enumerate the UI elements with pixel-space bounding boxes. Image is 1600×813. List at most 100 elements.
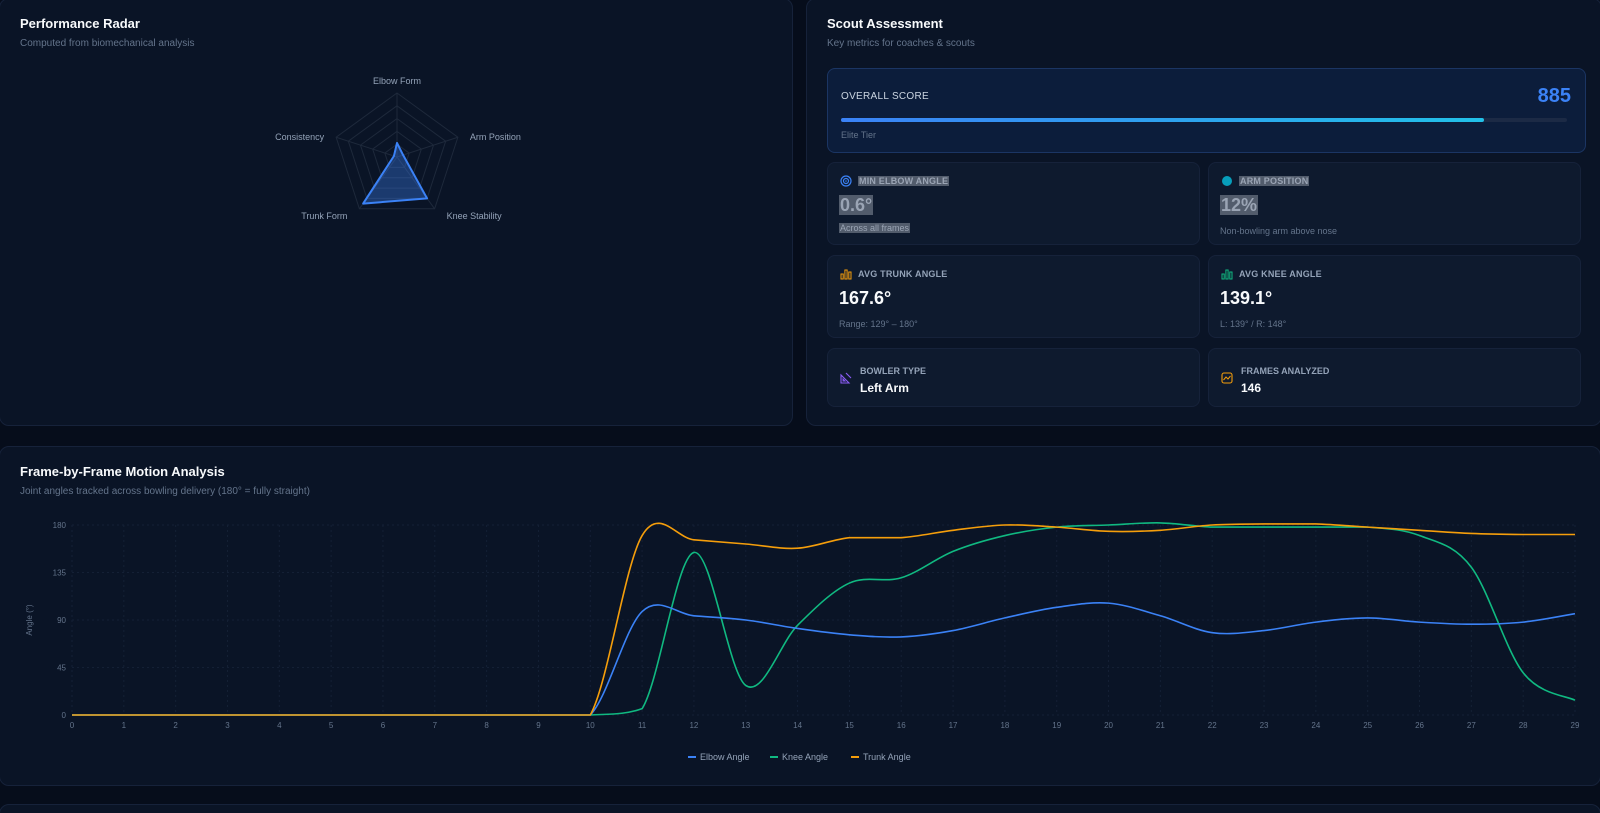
x-tick-label: 11 [638, 721, 647, 730]
min-elbow-angle-note: Across all frames [839, 223, 911, 233]
radar-series-area [362, 141, 429, 205]
frames-analyzed-label: FRAMES ANALYZED [1241, 366, 1330, 376]
avg-trunk-angle-note: Range: 129° – 180° [839, 319, 918, 329]
scout-subtitle: Key metrics for coaches & scouts [827, 38, 975, 49]
target-icon [840, 175, 852, 187]
x-tick-label: 15 [845, 721, 854, 730]
radar-chart: Elbow Form Arm Position Knee Stability Trun… [275, 76, 521, 221]
x-tick-label: 24 [1311, 721, 1320, 730]
x-tick-label: 12 [689, 721, 698, 730]
x-tick-label: 19 [1052, 721, 1061, 730]
x-tick-label: 17 [949, 721, 958, 730]
radar-ring [372, 130, 422, 179]
legend-label: Knee Angle [782, 752, 828, 762]
x-tick-label: 27 [1467, 721, 1476, 730]
x-tick-label: 10 [586, 721, 595, 730]
radar-spoke [335, 136, 398, 158]
x-tick-label: 22 [1208, 721, 1217, 730]
x-tick-label: 20 [1104, 721, 1113, 730]
frames-analyzed-card: FRAMES ANALYZED 146 [1208, 348, 1581, 407]
avg-knee-angle-card: AVG KNEE ANGLE 139.1° L: 139° / R: 148° [1208, 255, 1581, 338]
bowler-type-card: BOWLER TYPE Left Arm [827, 348, 1200, 407]
series-line-trunk-angle [72, 522, 1575, 716]
x-tick-label: 18 [1000, 721, 1009, 730]
radar-axis-label: Knee Stability [447, 211, 503, 221]
radar-ring [347, 105, 447, 199]
avg-trunk-angle-label: AVG TRUNK ANGLE [858, 269, 948, 279]
legend-label: Elbow Angle [700, 752, 750, 762]
x-tick-label: 3 [225, 721, 230, 730]
arm-position-label: ARM POSITION [1239, 176, 1310, 186]
x-tick-label: 1 [122, 721, 127, 730]
ruler-icon [840, 372, 852, 384]
overall-score-progress-fill [841, 118, 1484, 122]
min-elbow-angle-label: MIN ELBOW ANGLE [858, 176, 950, 186]
avg-knee-angle-value: 139.1° [1220, 288, 1273, 308]
x-tick-label: 5 [329, 721, 334, 730]
dot-icon [1222, 176, 1232, 186]
x-tick-label: 28 [1519, 721, 1528, 730]
radar-subtitle: Computed from biomechanical analysis [20, 38, 195, 49]
x-tick-label: 6 [381, 721, 386, 730]
y-tick-label: 135 [53, 569, 67, 578]
x-tick-label: 29 [1571, 721, 1580, 730]
radar-ring [335, 92, 459, 210]
legend-label: Trunk Angle [863, 752, 911, 762]
overall-score-tier: Elite Tier [841, 130, 877, 140]
overall-score-label: OVERALL SCORE [841, 91, 930, 102]
scout-assessment-card: Scout Assessment Key metrics for coaches… [806, 0, 1600, 426]
arm-position-card: ARM POSITION 12% Non-bowling arm above n… [1208, 162, 1581, 245]
avg-trunk-angle-value: 167.6° [839, 288, 892, 308]
radar-axis-label: Arm Position [470, 132, 521, 142]
x-tick-label: 7 [433, 721, 438, 730]
motion-subtitle: Joint angles tracked across bowling deli… [20, 486, 310, 497]
x-tick-label: 23 [1260, 721, 1269, 730]
radar-ring [384, 143, 410, 168]
overall-score-panel: OVERALL SCORE 885 Elite Tier [827, 68, 1586, 153]
scout-title: Scout Assessment [827, 16, 943, 31]
radar-spoke [396, 136, 459, 158]
x-tick-label: 14 [793, 721, 802, 730]
motion-analysis-card: Frame-by-Frame Motion Analysis Joint ang… [0, 446, 1600, 786]
motion-line-chart: 0 1 2 3 4 5 6 7 8 9 10 11 12 13 14 15 16 17 18 19 20 21 22 23 24… [25, 521, 1580, 762]
x-tick-label: 9 [536, 721, 541, 730]
x-tick-label: 0 [70, 721, 75, 730]
avg-knee-angle-note: L: 139° / R: 148° [1220, 319, 1287, 329]
y-tick-label: 45 [57, 664, 66, 673]
radar-title: Performance Radar [20, 16, 140, 31]
next-section-card [0, 804, 1600, 813]
y-tick-label: 0 [62, 711, 67, 720]
radar-spoke [396, 156, 436, 210]
overall-score-progress-track [841, 118, 1567, 122]
arm-position-value: 12% [1220, 195, 1259, 215]
bar-chart-icon [1221, 269, 1233, 280]
radar-axis-label: Consistency [275, 132, 325, 142]
y-axis-label: Angle (°) [25, 604, 34, 636]
x-tick-label: 26 [1415, 721, 1424, 730]
arm-position-note: Non-bowling arm above nose [1220, 226, 1338, 236]
bowler-type-value: Left Arm [860, 381, 909, 395]
x-tick-label: 2 [173, 721, 178, 730]
radar-axis-label: Elbow Form [373, 76, 421, 86]
radar-axis-label: Trunk Form [301, 211, 347, 221]
y-tick-label: 180 [53, 521, 67, 530]
radar-ring [359, 117, 435, 189]
y-tick-label: 90 [57, 616, 66, 625]
bowler-type-label: BOWLER TYPE [860, 366, 927, 376]
motion-title: Frame-by-Frame Motion Analysis [20, 464, 225, 479]
x-tick-label: 13 [741, 721, 750, 730]
x-tick-label: 4 [277, 721, 282, 730]
x-tick-label: 8 [484, 721, 489, 730]
bar-chart-icon [840, 269, 852, 280]
x-tick-label: 21 [1156, 721, 1165, 730]
x-tick-label: 16 [897, 721, 906, 730]
overall-score-value: 885 [1537, 85, 1571, 107]
avg-trunk-angle-card: AVG TRUNK ANGLE 167.6° Range: 129° – 180… [827, 255, 1200, 338]
avg-knee-angle-label: AVG KNEE ANGLE [1239, 269, 1322, 279]
frames-analyzed-value: 146 [1241, 381, 1262, 395]
performance-radar-card: Performance Radar Computed from biomecha… [0, 0, 793, 426]
chart-frame-icon [1221, 372, 1233, 384]
x-tick-label: 25 [1363, 721, 1372, 730]
min-elbow-angle-card: MIN ELBOW ANGLE 0.6° Across all frames [827, 162, 1200, 245]
min-elbow-angle-value: 0.6° [839, 195, 874, 215]
